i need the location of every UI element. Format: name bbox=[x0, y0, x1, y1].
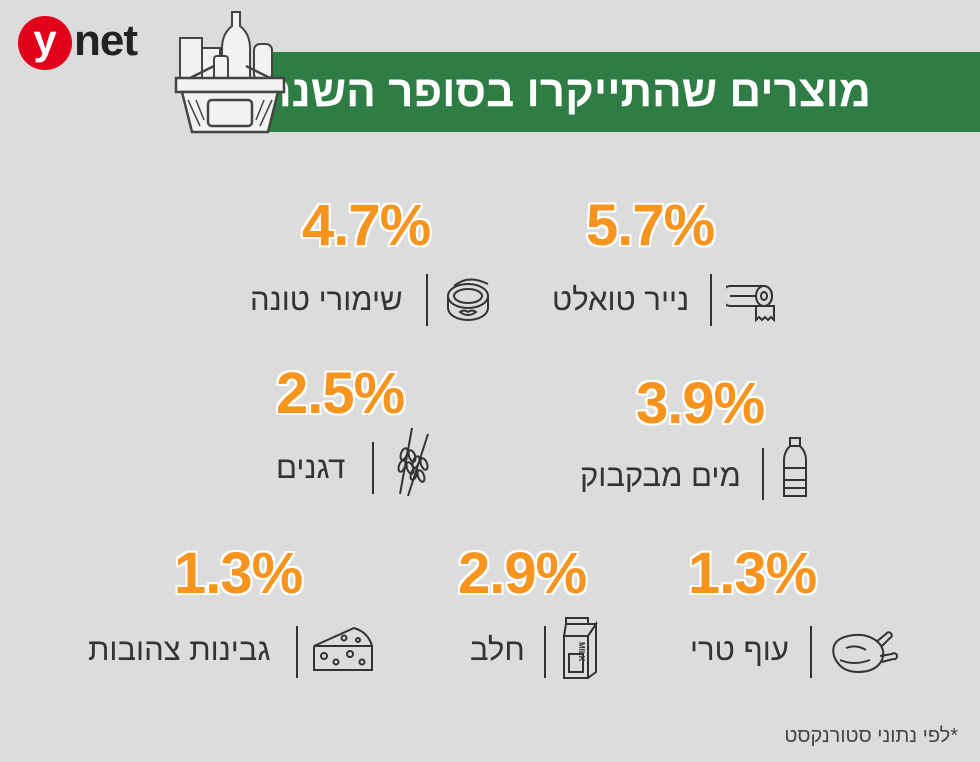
item-label: חלב bbox=[470, 632, 525, 667]
cheese-icon bbox=[313, 626, 374, 671]
wheat-icon bbox=[397, 427, 429, 497]
separator bbox=[762, 448, 764, 500]
page-title: מוצרים שהתייקרו בסופר השנה bbox=[262, 67, 871, 116]
separator bbox=[296, 626, 298, 678]
item-percent: 2.5% bbox=[276, 361, 405, 426]
item-percent: 4.7% bbox=[302, 193, 431, 258]
logo-circle: y bbox=[18, 16, 72, 70]
separator bbox=[710, 274, 712, 326]
chicken-icon bbox=[832, 631, 899, 674]
item-label: שימורי טונה bbox=[250, 282, 403, 317]
shopping-basket-icon bbox=[174, 11, 286, 134]
item-label: עוף טרי bbox=[690, 632, 789, 667]
separator bbox=[810, 626, 812, 678]
item-label: נייר טואלט bbox=[552, 282, 690, 317]
item-percent: 2.9% bbox=[458, 541, 587, 606]
separator bbox=[372, 442, 374, 494]
ynet-logo[interactable]: y net bbox=[14, 12, 144, 72]
milk-carton-icon: MILK bbox=[562, 617, 598, 679]
item-label: מים מבקבוק bbox=[580, 458, 741, 493]
water-bottle-icon bbox=[783, 437, 807, 497]
separator bbox=[426, 274, 428, 326]
item-percent: 1.3% bbox=[174, 541, 303, 606]
toilet-paper-icon bbox=[726, 285, 775, 323]
title-banner: מוצרים שהתייקרו בסופר השנה bbox=[262, 52, 980, 132]
item-percent: 1.3% bbox=[688, 541, 817, 606]
milk-carton-text: MILK bbox=[577, 642, 586, 662]
separator bbox=[544, 626, 546, 678]
item-percent: 5.7% bbox=[586, 193, 715, 258]
logo-text: net bbox=[74, 16, 138, 65]
item-label: גבינות צהובות bbox=[88, 632, 271, 667]
tuna-can-icon bbox=[447, 278, 489, 321]
item-label: דגנים bbox=[276, 450, 346, 485]
source-footnote: *לפי נתוני סטורנקסט bbox=[784, 725, 958, 747]
item-percent: 3.9% bbox=[636, 371, 765, 436]
